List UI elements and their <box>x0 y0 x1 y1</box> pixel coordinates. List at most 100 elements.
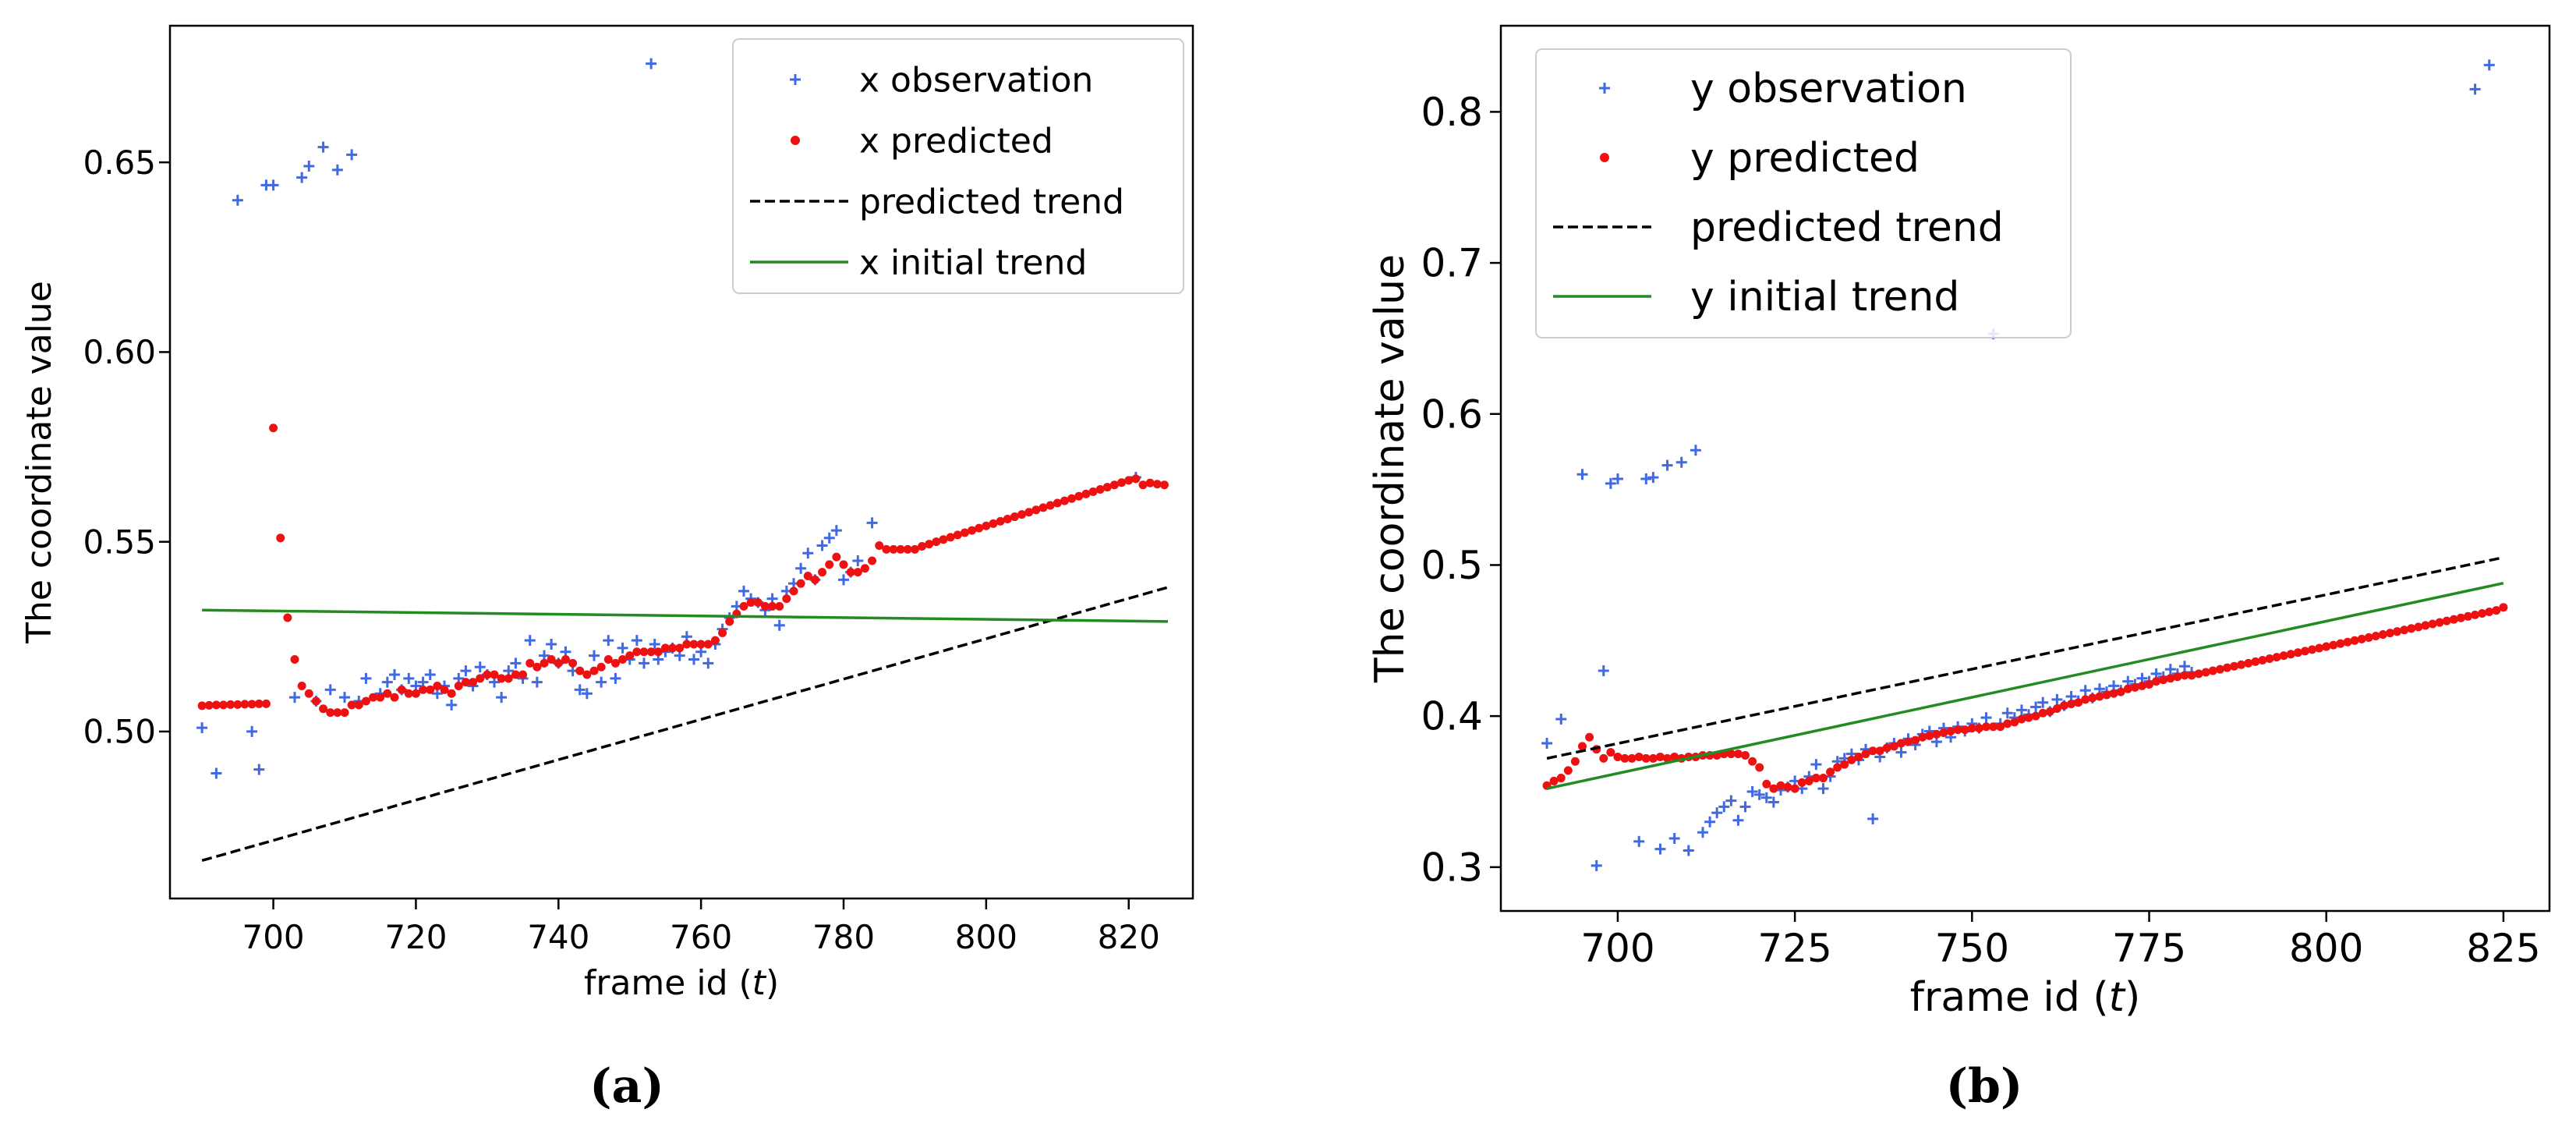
predicted-point <box>347 700 356 710</box>
predicted-point <box>725 617 734 626</box>
predicted-point <box>1790 784 1799 793</box>
predicted-point <box>953 530 962 540</box>
observation-point <box>2483 59 2495 71</box>
predicted-point <box>582 670 592 679</box>
x-tick-label: 820 <box>1098 918 1160 956</box>
predicted-point <box>1039 503 1048 512</box>
predicted-point <box>2279 651 2288 661</box>
observation-point <box>2015 704 2027 716</box>
y-tick-label: 0.55 <box>83 523 156 561</box>
predicted-point <box>254 699 264 708</box>
x-tick-label: 700 <box>242 918 304 956</box>
predicted-point <box>1904 737 1913 746</box>
predicted-point <box>1585 732 1594 742</box>
initial-trend-line <box>1546 581 2504 790</box>
observation-point <box>1675 456 1687 468</box>
predicted-point <box>2215 665 2224 674</box>
predicted-point <box>2492 606 2501 615</box>
plot-frame <box>168 24 1194 900</box>
predicted-point <box>1741 751 1750 760</box>
observation-point <box>1576 469 1588 480</box>
predicted-point <box>2067 700 2076 709</box>
observation-point <box>596 676 607 688</box>
predicted-point <box>1826 767 1835 777</box>
observation-point <box>2079 685 2091 696</box>
observation-point <box>2030 701 2042 713</box>
predicted-point <box>689 640 699 649</box>
observation-point <box>1817 783 1829 795</box>
legend: y observation y predicted predicted trend y… <box>1535 48 2072 338</box>
predicted-point <box>703 640 713 649</box>
predicted-point <box>768 601 777 611</box>
predicted-point <box>2421 621 2430 630</box>
predicted-point <box>2485 608 2494 617</box>
predicted-point <box>404 689 413 698</box>
predicted-point <box>2435 618 2444 627</box>
predicted-point <box>1797 778 1806 787</box>
observation-point <box>1760 792 1772 803</box>
x-axis-label-var: t <box>2109 974 2126 1021</box>
predicted-point <box>939 535 948 544</box>
predicted-point <box>875 541 884 551</box>
predicted-point <box>304 689 313 698</box>
predicted-point <box>369 693 378 702</box>
predicted-point <box>476 674 485 683</box>
observation-point <box>346 149 358 161</box>
predicted-point <box>433 682 442 691</box>
y-tick-label: 0.8 <box>1421 90 1483 135</box>
observation-point <box>1690 445 1701 456</box>
predicted-point <box>2393 627 2402 636</box>
legend-plus-icon <box>790 74 801 85</box>
series-x-initial-trend <box>202 608 1169 623</box>
legend-label: x predicted <box>859 121 1053 161</box>
observation-point <box>1661 459 1673 471</box>
predicted-point <box>533 662 542 672</box>
x-tick-label: 725 <box>1757 926 1831 971</box>
predicted-point <box>610 658 620 668</box>
predicted-point <box>2251 657 2260 666</box>
predicted-point <box>818 568 827 577</box>
predicted-point <box>2145 679 2154 689</box>
predicted-point <box>2173 672 2182 682</box>
legend: x observation x predicted predicted trend x… <box>732 38 1184 294</box>
predicted-point <box>1989 722 1998 732</box>
predicted-point <box>2386 629 2395 638</box>
observation-point <box>232 194 243 206</box>
predicted-point <box>354 700 363 710</box>
predicted-point <box>525 658 535 668</box>
predicted-point <box>2449 615 2458 624</box>
observation-point <box>317 141 329 153</box>
series-y-initial-trend <box>1546 581 2504 790</box>
predicted-point <box>1010 512 1019 522</box>
observation-point <box>360 672 372 684</box>
observation-point <box>688 654 699 665</box>
predicted-point <box>746 598 755 608</box>
predicted-point <box>504 674 513 683</box>
predicted-point <box>575 666 585 675</box>
predicted-point <box>682 640 692 649</box>
predicted-point <box>660 643 670 653</box>
predicted-point <box>2343 637 2352 647</box>
predicted-point <box>461 678 470 687</box>
predicted-point <box>2152 677 2161 686</box>
predicted-point <box>440 685 449 694</box>
predicted-point <box>618 654 628 664</box>
predicted-point <box>839 560 848 569</box>
predicted-point <box>2201 668 2210 677</box>
observation-point <box>610 672 621 684</box>
predicted-point <box>1159 480 1169 490</box>
predicted-point <box>2272 653 2281 662</box>
y-tick-label: 0.3 <box>1421 845 1483 890</box>
predicted-point <box>1152 480 1162 489</box>
predicted-point <box>868 556 877 565</box>
predicted-point <box>1088 487 1098 496</box>
observation-point <box>617 642 628 654</box>
predicted-point <box>1095 485 1105 494</box>
predicted-point <box>2230 661 2239 671</box>
predicted-point <box>319 704 328 714</box>
predicted-point <box>1570 757 1580 766</box>
predicted-point <box>2159 675 2168 685</box>
plot-data <box>1541 59 2508 871</box>
x-tick-label: 825 <box>2466 926 2540 971</box>
